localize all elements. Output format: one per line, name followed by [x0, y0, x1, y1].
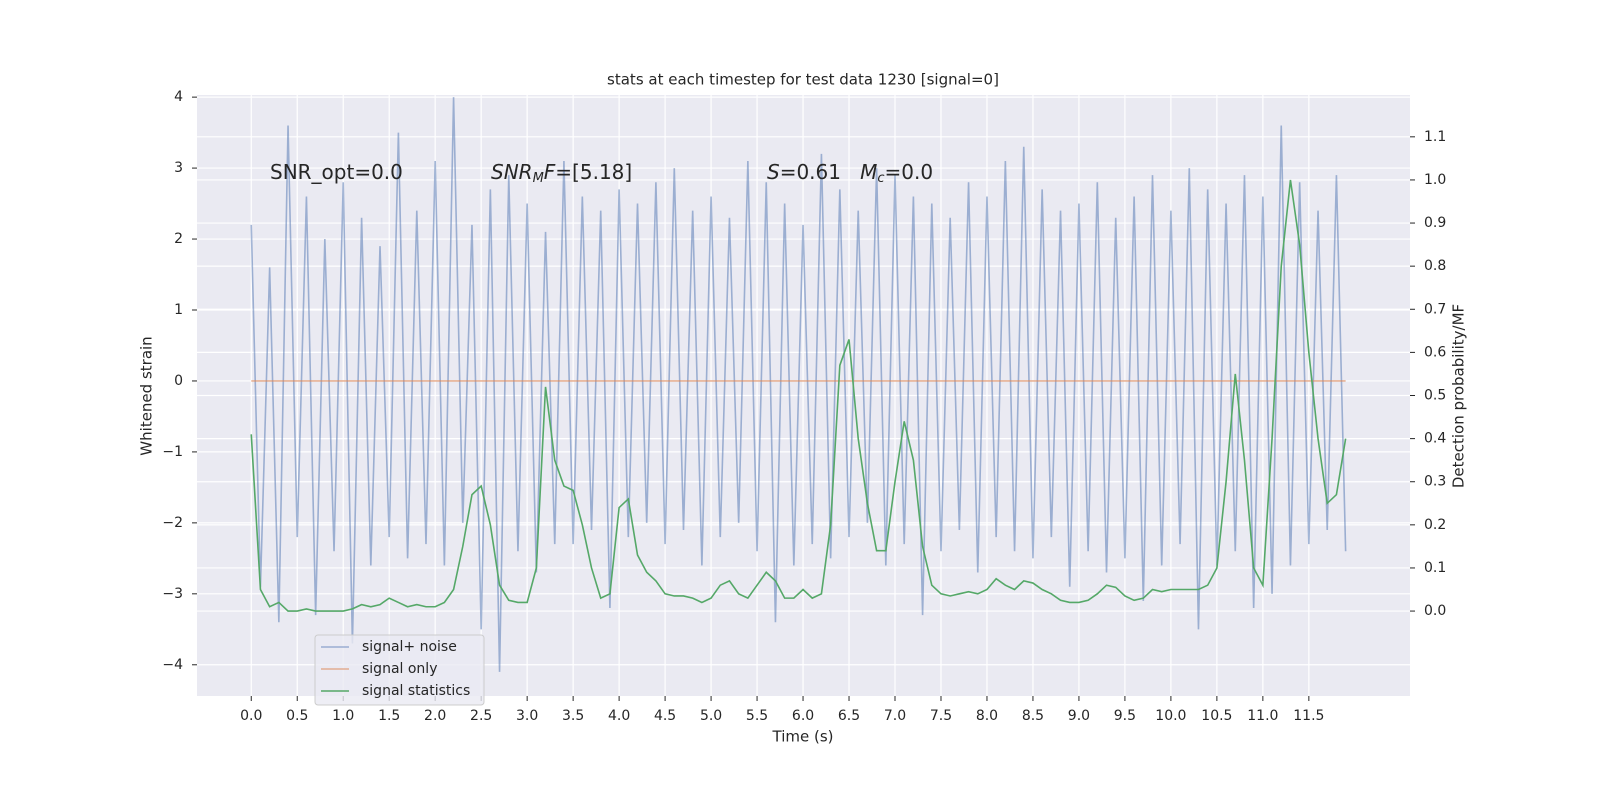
series-line — [250, 179, 1347, 612]
x-axis-label: Time (s) — [772, 728, 834, 746]
annotation-part: SNR_opt=0.0 — [270, 160, 403, 184]
y2-tick-label: 0.8 — [1424, 258, 1446, 274]
y2-tick-label: 0.9 — [1424, 215, 1446, 231]
y-tick-label: 1 — [174, 302, 183, 318]
y2-tick-label: 0.1 — [1424, 560, 1446, 576]
x-tick-label: 2.5 — [470, 708, 492, 724]
series-line — [250, 97, 1347, 672]
annotation-part: S — [767, 160, 780, 184]
annotation: SNR_opt=0.0 — [270, 160, 403, 184]
x-tick-label: 3.0 — [516, 708, 538, 724]
y-tick-label: 2 — [174, 231, 183, 247]
y2-tick-label: 0.2 — [1424, 517, 1446, 533]
x-tick-label: 2.0 — [424, 708, 446, 724]
x-tick-label: 0.5 — [286, 708, 308, 724]
x-tick-label: 6.0 — [792, 708, 814, 724]
y2-tick-label: 0.3 — [1424, 474, 1446, 490]
annotation-part: M — [533, 171, 544, 186]
annotation-part: SNR — [491, 160, 533, 184]
x-tick-label: 7.0 — [884, 708, 906, 724]
annotation-part: =[5.18] — [555, 160, 632, 184]
y-tick-label: −2 — [162, 515, 183, 531]
x-tick-label: 9.0 — [1068, 708, 1090, 724]
x-tick-label: 11.0 — [1247, 708, 1278, 724]
annotation: SNRMF=[5.18] — [491, 160, 632, 186]
y2-tick-label: 0.5 — [1424, 388, 1446, 404]
y2-tick-label: 1.0 — [1424, 172, 1446, 188]
y2-tick-label: 0.7 — [1424, 301, 1446, 317]
x-tick-label: 9.5 — [1114, 708, 1136, 724]
legend-label: signal+ noise — [362, 639, 457, 655]
x-tick-label: 6.5 — [838, 708, 860, 724]
y-tick-label: −4 — [162, 657, 183, 673]
y-tick-label: 3 — [174, 160, 183, 176]
x-tick-label: 8.5 — [1022, 708, 1044, 724]
x-tick-label: 10.0 — [1155, 708, 1186, 724]
y2-axis-label: Detection probability/MF — [1450, 304, 1468, 488]
y-axis-label: Whitened strain — [138, 336, 156, 455]
y-tick-label: 0 — [174, 373, 183, 389]
x-tick-label: 1.5 — [378, 708, 400, 724]
y2-tick-label: 0.4 — [1424, 431, 1446, 447]
x-tick-label: 4.5 — [654, 708, 676, 724]
annotation-part: =0.0 — [885, 160, 934, 184]
y2-tick-label: 0.6 — [1424, 344, 1446, 360]
legend-box — [314, 634, 485, 706]
x-tick-label: 4.0 — [608, 708, 630, 724]
annotation-part: =0.61 — [780, 160, 860, 184]
annotation: S=0.61 Mc=0.0 — [767, 160, 933, 186]
annotation-part: c — [877, 171, 884, 186]
y-tick-label: 4 — [174, 89, 183, 105]
legend-label: signal statistics — [362, 683, 470, 699]
x-tick-label: 1.0 — [332, 708, 354, 724]
x-tick-label: 10.5 — [1201, 708, 1232, 724]
x-tick-label: 3.5 — [562, 708, 584, 724]
x-tick-label: 7.5 — [930, 708, 952, 724]
y-tick-label: −1 — [162, 444, 183, 460]
chart-title: stats at each timestep for test data 123… — [607, 71, 999, 89]
x-tick-label: 11.5 — [1293, 708, 1324, 724]
y2-tick-label: 1.1 — [1424, 129, 1446, 145]
x-tick-label: 5.5 — [746, 708, 768, 724]
legend-label: signal only — [362, 661, 437, 677]
y2-tick-label: 0.0 — [1424, 603, 1446, 619]
x-tick-label: 5.0 — [700, 708, 722, 724]
x-tick-label: 8.0 — [976, 708, 998, 724]
x-tick-label: 0.0 — [240, 708, 262, 724]
annotation-part: F — [544, 160, 556, 184]
annotation-part: M — [860, 160, 877, 184]
y-tick-label: −3 — [162, 586, 183, 602]
